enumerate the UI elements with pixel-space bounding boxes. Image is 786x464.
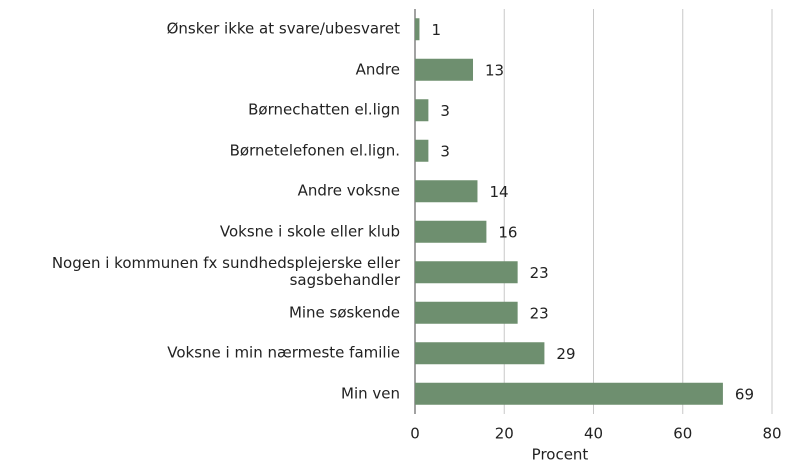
bar (415, 99, 429, 122)
category-label: Voksne i skole eller klub (219, 222, 400, 241)
bar (415, 220, 487, 243)
value-label: 23 (530, 304, 549, 322)
x-tick-label: 80 (762, 425, 781, 443)
value-label: 3 (440, 142, 450, 160)
value-label: 14 (489, 183, 508, 201)
bar (415, 342, 545, 365)
value-label: 16 (498, 223, 517, 241)
category-label: Mine søskende (288, 303, 400, 322)
x-tick-label: 0 (410, 425, 420, 443)
category-label: Børnetelefonen el.lign. (229, 141, 400, 160)
bar (415, 139, 429, 162)
category-label: Voksne i min nærmeste familie (167, 343, 400, 362)
value-label: 23 (530, 264, 549, 282)
value-label: 13 (485, 61, 504, 79)
value-label: 69 (735, 385, 754, 403)
bar (415, 382, 723, 405)
category-label: Andre voksne (297, 181, 400, 200)
value-label: 1 (431, 21, 441, 39)
bar (415, 58, 474, 81)
value-label: 29 (556, 345, 575, 363)
bar (415, 301, 518, 324)
category-label: Nogen i kommunen fx sundhedsplejerske el… (51, 254, 400, 290)
x-tick-label: 20 (495, 425, 514, 443)
bar (415, 261, 518, 284)
bar (415, 180, 478, 203)
x-tick-label: 60 (673, 425, 692, 443)
value-label: 3 (440, 102, 450, 120)
bar (415, 18, 420, 41)
category-label: Børnechatten el.lign (248, 100, 400, 119)
category-label: Min ven (341, 384, 400, 403)
category-label: Ønsker ikke at svare/ubesvaret (166, 19, 400, 38)
category-label: Andre (355, 60, 400, 79)
x-axis-label: Procent (532, 446, 589, 464)
x-tick-label: 40 (584, 425, 603, 443)
